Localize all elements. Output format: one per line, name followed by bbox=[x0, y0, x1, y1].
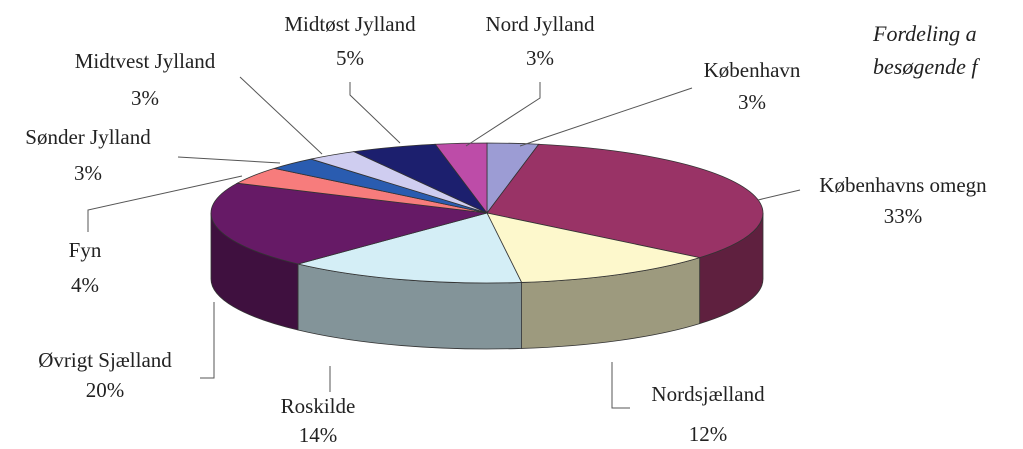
slice-value-label: 4% bbox=[71, 273, 99, 297]
slice-label: Nord Jylland bbox=[485, 12, 595, 36]
pie-slice bbox=[486, 212, 700, 283]
pie-slice bbox=[210, 182, 488, 265]
leader-line bbox=[200, 302, 215, 379]
slice-label: Øvrigt Sjælland bbox=[38, 348, 172, 372]
chart-title: besøgende f bbox=[873, 54, 980, 79]
leader-line bbox=[87, 175, 243, 232]
slice-label: København bbox=[704, 58, 801, 82]
leader-line bbox=[177, 156, 281, 164]
slice-label: Roskilde bbox=[281, 394, 356, 418]
slice-value-label: 14% bbox=[299, 423, 338, 447]
slice-value-label: 3% bbox=[131, 86, 159, 110]
pie-slice bbox=[297, 212, 523, 284]
leader-line bbox=[239, 76, 323, 155]
leader-line bbox=[349, 82, 401, 144]
pie-slice bbox=[486, 143, 764, 259]
slice-value-label: 3% bbox=[526, 46, 554, 70]
slice-label: Fyn bbox=[69, 238, 102, 262]
slice-value-label: 20% bbox=[86, 378, 125, 402]
slice-value-label: 3% bbox=[738, 90, 766, 114]
slice-label: Midtøst Jylland bbox=[284, 12, 416, 36]
pie-slice bbox=[434, 142, 488, 215]
slice-label: Sønder Jylland bbox=[25, 125, 151, 149]
slice-value-label: 12% bbox=[689, 422, 728, 446]
slice-label: Midtvest Jylland bbox=[75, 49, 216, 73]
slice-label: Københavns omegn bbox=[819, 173, 987, 197]
slice-value-label: 33% bbox=[884, 204, 923, 228]
leader-line bbox=[757, 189, 801, 201]
leader-line bbox=[611, 362, 630, 409]
leader-line bbox=[465, 82, 541, 147]
leader-line bbox=[519, 87, 693, 147]
chart-title: Fordeling a bbox=[872, 21, 977, 46]
slice-label: Nordsjælland bbox=[651, 382, 765, 406]
slice-value-label: 3% bbox=[74, 161, 102, 185]
slice-value-label: 5% bbox=[336, 46, 364, 70]
